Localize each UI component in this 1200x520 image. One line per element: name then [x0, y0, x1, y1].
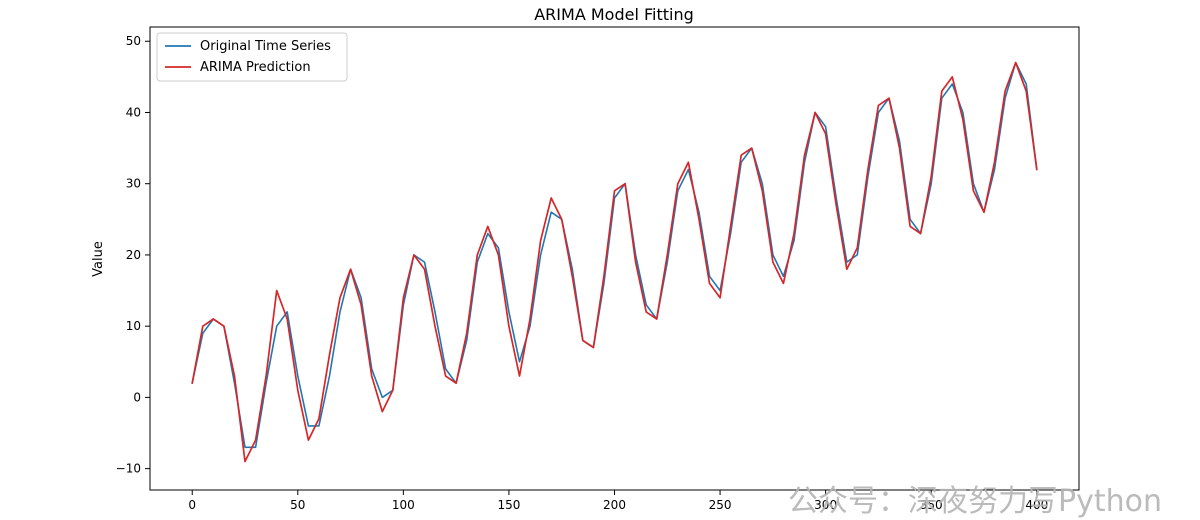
y-axis: −10 0 10 20 30 40 50: [116, 34, 150, 476]
watermark-text: 公众号：深夜努力写Python: [788, 484, 1162, 519]
y-tick-label: −10: [116, 462, 141, 476]
chart-title: ARIMA Model Fitting: [534, 5, 694, 24]
series-line-original: [191, 61, 1038, 449]
x-tick-label: 300: [814, 498, 837, 511]
x-tick-label: 400: [1025, 498, 1048, 511]
plot-frame: [149, 26, 1080, 491]
y-tick-label: 50: [126, 34, 141, 48]
plot-area: [150, 27, 1079, 490]
x-axis: 0 50 100 150 200 250 300 350 400: [188, 490, 1048, 511]
y-tick-label: 30: [126, 177, 141, 191]
y-tick-label: 40: [126, 105, 141, 119]
series-line-arima-prediction: [191, 61, 1038, 463]
x-tick-label: 50: [290, 498, 305, 511]
y-axis-label: Value: [91, 241, 106, 277]
x-tick-label: 150: [497, 498, 520, 511]
y-tick-label: 20: [126, 248, 141, 262]
series-layer: [191, 61, 1038, 463]
y-tick-label: 0: [133, 390, 141, 404]
x-tick-label: 0: [188, 498, 196, 511]
x-tick-label: 350: [920, 498, 943, 511]
x-tick-label: 100: [392, 498, 415, 511]
x-tick-label: 200: [603, 498, 626, 511]
legend-box: [156, 32, 348, 82]
y-tick-label: 10: [126, 319, 141, 333]
x-tick-label: 250: [709, 498, 732, 511]
legend-label: ARIMA Prediction: [200, 60, 311, 75]
legend-label: Original Time Series: [200, 39, 331, 54]
legend: Original Time Series ARIMA Prediction: [156, 32, 348, 82]
